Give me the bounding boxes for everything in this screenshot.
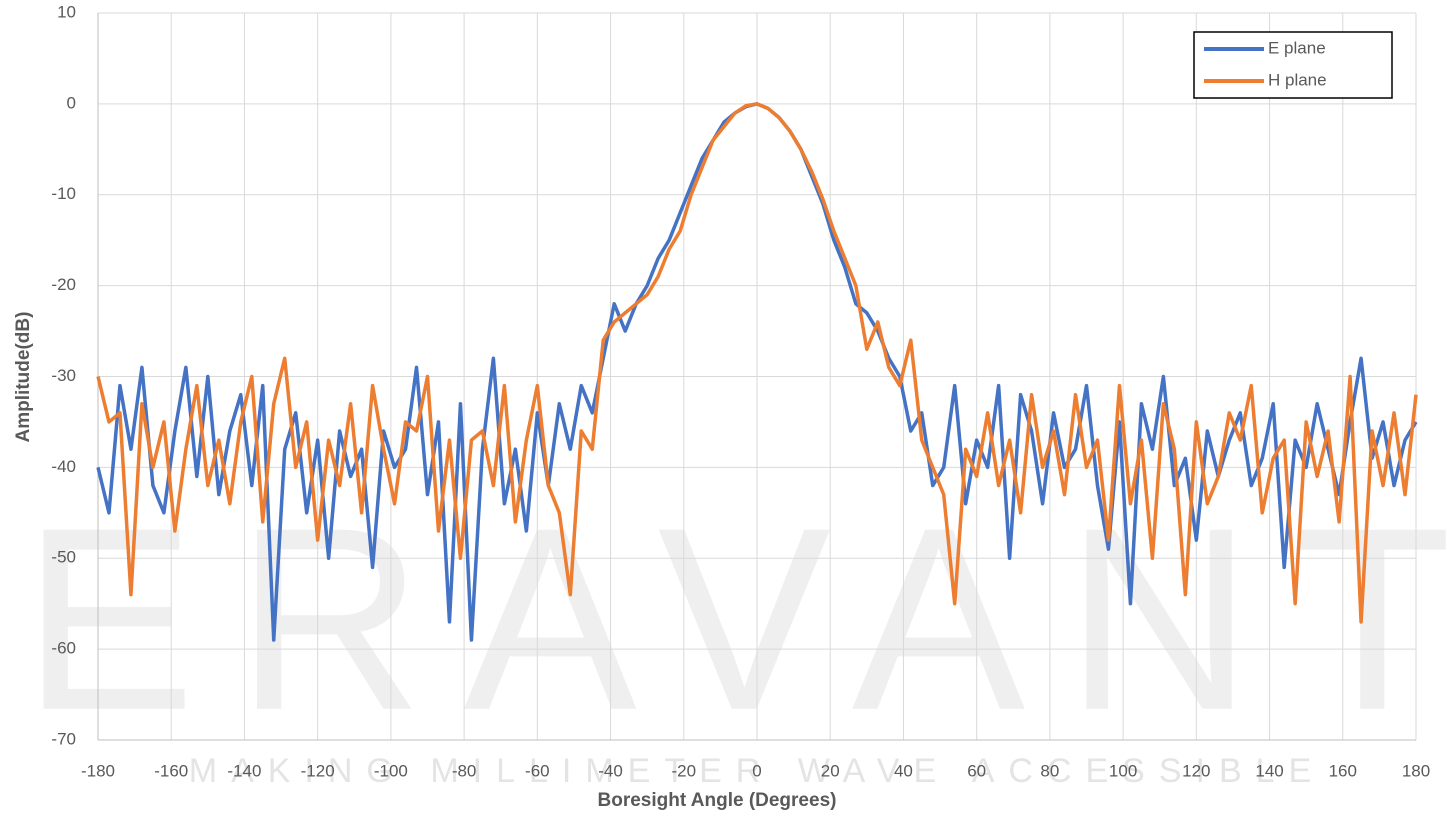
x-tick-label: 180 xyxy=(1402,761,1430,780)
y-axis-title: Amplitude(dB) xyxy=(13,312,34,443)
x-tick-label: 0 xyxy=(752,761,761,780)
legend-label: H plane xyxy=(1268,70,1327,89)
x-tick-label: -20 xyxy=(671,761,696,780)
x-tick-label: -100 xyxy=(374,761,408,780)
y-tick-label: -60 xyxy=(51,639,76,658)
y-tick-label: -40 xyxy=(51,457,76,476)
x-tick-label: 80 xyxy=(1040,761,1059,780)
legend-label: E plane xyxy=(1268,38,1326,57)
y-tick-label: -10 xyxy=(51,184,76,203)
x-tick-label: 60 xyxy=(967,761,986,780)
legend-box xyxy=(1193,31,1393,99)
x-tick-label: 160 xyxy=(1329,761,1357,780)
y-tick-label: 0 xyxy=(67,93,76,112)
y-tick-label: -30 xyxy=(51,366,76,385)
watermark: ERAVANT xyxy=(22,475,1454,765)
x-tick-label: -40 xyxy=(598,761,623,780)
watermark-tagline: MAKING MILLIMETER WAVE ACCESSIBLE xyxy=(189,752,1326,790)
x-tick-label: 40 xyxy=(894,761,913,780)
series-line xyxy=(96,102,1418,624)
lines-layer xyxy=(96,102,1418,642)
x-tick-label: 100 xyxy=(1109,761,1137,780)
x-tick-label: -160 xyxy=(154,761,188,780)
x-tick-label: -140 xyxy=(227,761,261,780)
x-tick-label: 140 xyxy=(1255,761,1283,780)
x-tick-label: 20 xyxy=(821,761,840,780)
y-tick-label: -70 xyxy=(51,729,76,748)
y-tick-label: -50 xyxy=(51,548,76,567)
x-tick-label: -60 xyxy=(525,761,550,780)
x-tick-label: -120 xyxy=(301,761,335,780)
y-tick-label: -20 xyxy=(51,275,76,294)
y-tick-label: 10 xyxy=(57,2,76,21)
legend: E plane H plane xyxy=(1193,31,1393,99)
x-axis-title: Boresight Angle (Degrees) xyxy=(598,790,837,811)
x-tick-label: -80 xyxy=(452,761,477,780)
x-tick-label: -180 xyxy=(81,761,115,780)
x-tick-label: 120 xyxy=(1182,761,1210,780)
